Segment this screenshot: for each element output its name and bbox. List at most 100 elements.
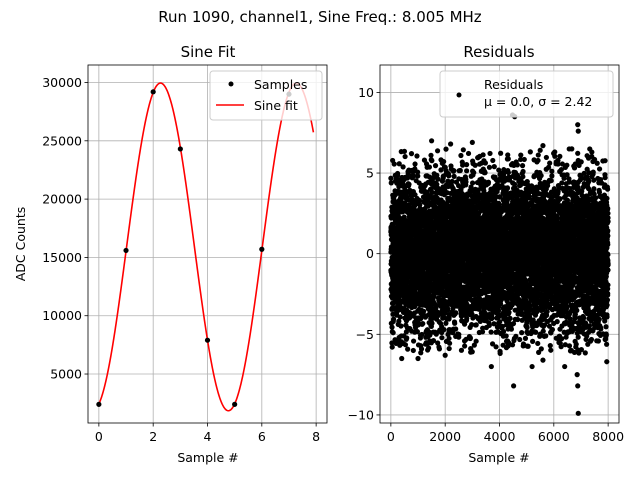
residual-point	[439, 335, 444, 340]
residual-point	[487, 165, 492, 170]
residual-point	[404, 335, 409, 340]
residual-point	[462, 343, 467, 348]
l-xtick-label: 8	[312, 429, 320, 444]
residual-point	[390, 344, 395, 349]
residual-point	[520, 174, 525, 179]
residual-point	[409, 151, 414, 156]
residual-point	[515, 317, 520, 322]
residual-point	[466, 151, 471, 156]
residual-point	[398, 314, 403, 319]
residual-point	[489, 329, 494, 334]
residual-point	[391, 330, 396, 335]
figure-suptitle: Run 1090, channel1, Sine Freq.: 8.005 MH…	[158, 8, 482, 26]
residual-point	[453, 326, 458, 331]
sample-point	[205, 338, 210, 343]
residual-point	[487, 151, 492, 156]
residual-point	[405, 347, 410, 352]
l-xtick-label: 0	[95, 429, 103, 444]
residual-point	[487, 323, 492, 328]
residual-point	[395, 171, 400, 176]
residual-point	[458, 153, 463, 158]
legend-samples-marker	[229, 82, 234, 87]
residual-point	[509, 327, 514, 332]
residual-point	[402, 149, 407, 154]
residual-point	[493, 344, 498, 349]
residual-point	[496, 308, 501, 313]
residual-point	[445, 307, 450, 312]
residual-point	[520, 163, 525, 168]
residual-point	[492, 164, 497, 169]
residual-point	[441, 327, 446, 332]
residual-point	[486, 180, 491, 185]
residual-point	[459, 348, 464, 353]
residual-point	[518, 152, 523, 157]
residual-point	[443, 147, 448, 152]
residual-point	[473, 163, 478, 168]
sample-point	[123, 248, 128, 253]
residual-point	[507, 316, 512, 321]
residual-point	[441, 159, 446, 164]
sine-fit-title: Sine Fit	[181, 43, 236, 61]
residual-point	[446, 336, 451, 341]
residual-point	[506, 156, 511, 161]
l-xtick-label: 4	[204, 429, 212, 444]
residual-point	[414, 153, 419, 158]
residual-point	[461, 147, 466, 152]
residual-point	[403, 342, 408, 347]
legend-sine-fit-label: Sine fit	[254, 98, 298, 113]
l-xtick-label: 6	[258, 429, 266, 444]
residual-point	[427, 164, 432, 169]
residual-point	[403, 154, 408, 159]
residual-point	[398, 323, 403, 328]
residual-point	[506, 310, 511, 315]
residual-point	[498, 351, 503, 356]
residual-point	[415, 173, 420, 178]
residual-point	[506, 170, 511, 175]
residual-point	[451, 168, 456, 173]
residual-point	[447, 341, 452, 346]
residual-point	[419, 346, 424, 351]
residual-point	[468, 336, 473, 341]
l-ytick-label: 20000	[42, 192, 82, 207]
residual-point	[474, 322, 479, 327]
sine-fit-line	[99, 83, 314, 411]
residual-point	[412, 161, 417, 166]
residual-point	[498, 151, 503, 156]
residual-point	[501, 329, 506, 334]
residual-point	[470, 180, 475, 185]
sine-fit-plot-area	[96, 83, 313, 411]
residual-point	[411, 338, 416, 343]
residual-point	[520, 169, 525, 174]
l-ytick-label: 10000	[42, 308, 82, 323]
residual-point	[426, 345, 431, 350]
residual-point	[452, 321, 457, 326]
l-xtick-label: 2	[149, 429, 157, 444]
residual-point	[406, 182, 411, 187]
residual-point	[481, 152, 486, 157]
residual-point	[458, 168, 463, 173]
residual-point	[405, 175, 410, 180]
residual-point	[446, 173, 451, 178]
residual-point	[456, 332, 461, 337]
residual-point	[505, 185, 510, 190]
residual-point	[435, 148, 440, 153]
residual-point	[388, 176, 393, 181]
residual-point	[453, 310, 458, 315]
residual-point	[504, 333, 509, 338]
sample-point	[259, 247, 264, 252]
residual-point	[474, 339, 479, 344]
residual-point	[391, 317, 396, 322]
residual-point	[433, 163, 438, 168]
residuals-title: Residuals	[463, 43, 534, 61]
sample-point	[232, 402, 237, 407]
residual-point	[519, 330, 524, 335]
residual-point	[447, 346, 452, 351]
sine-fit-legend: Samples Sine fit	[210, 71, 322, 120]
l-ytick-label: 15000	[42, 250, 82, 265]
residual-point	[437, 346, 442, 351]
residual-point	[470, 349, 475, 354]
legend-samples-label: Samples	[254, 77, 307, 92]
